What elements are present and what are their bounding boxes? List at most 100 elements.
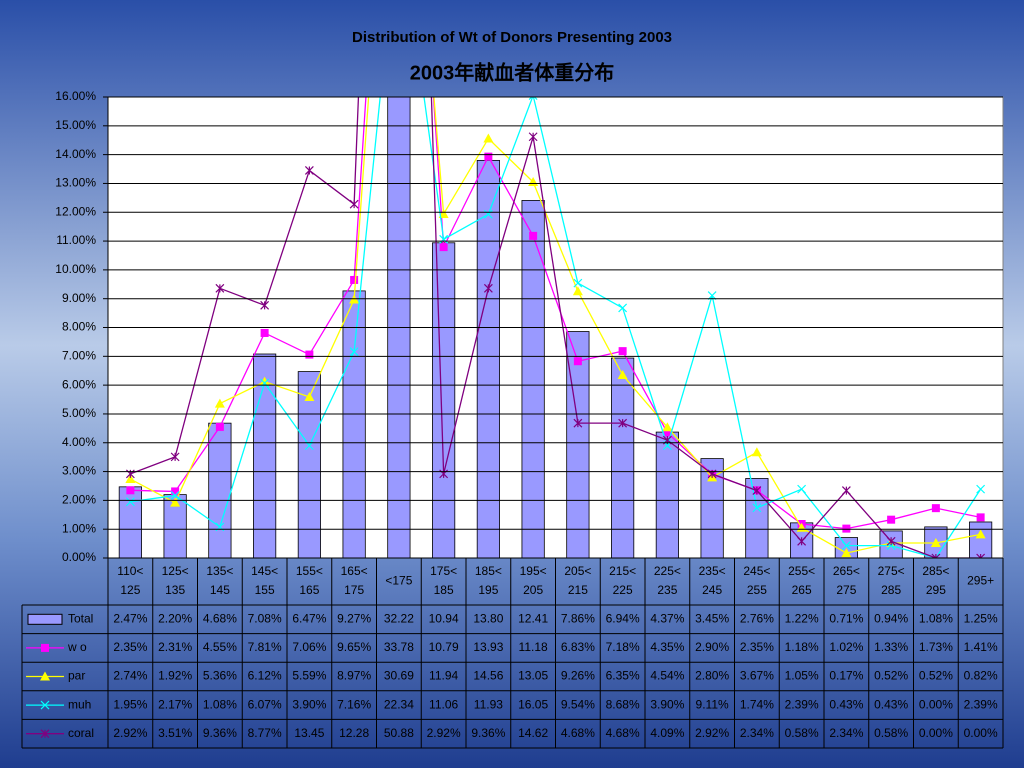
table-cell: 4.68% — [203, 611, 237, 625]
table-cell: 10.94 — [429, 611, 459, 625]
y-tick-label: 14.00% — [55, 147, 96, 161]
chart-title: Distribution of Wt of Donors Presenting … — [352, 29, 672, 46]
table-cell: 0.00% — [964, 726, 998, 740]
marker — [170, 491, 180, 500]
table-cell: 0.58% — [785, 726, 819, 740]
y-tick-label: 16.00% — [55, 89, 96, 103]
table-cell: 8.68% — [606, 697, 640, 711]
table-cell: 10.79 — [429, 640, 459, 654]
x-tick-label: 215 — [568, 583, 588, 597]
table-cell: 7.08% — [248, 611, 282, 625]
table-cell: 2.92% — [113, 726, 147, 740]
x-tick-label: 215< — [609, 564, 636, 578]
table-cell: 50.88 — [384, 726, 414, 740]
bar — [611, 357, 635, 558]
marker — [976, 513, 985, 522]
table-cell: 1.08% — [203, 697, 237, 711]
marker — [215, 422, 224, 431]
x-tick-label: 265 — [792, 583, 812, 597]
x-tick-label: <175 — [385, 574, 412, 588]
marker — [976, 553, 986, 558]
table-cell: 2.39% — [785, 697, 819, 711]
table-cell: 9.11% — [696, 697, 729, 711]
table-cell: 0.52% — [919, 669, 953, 683]
table-cell: 1.18% — [785, 640, 819, 654]
table-cell: 3.90% — [650, 697, 684, 711]
marker — [349, 347, 359, 357]
x-tick-label: 165< — [341, 564, 368, 578]
bar — [476, 159, 500, 558]
table-cell: 0.52% — [874, 669, 908, 683]
marker — [260, 300, 270, 310]
table-cell: 4.37% — [650, 611, 684, 625]
y-tick-label: 13.00% — [55, 176, 96, 190]
table-cell: 6.47% — [292, 611, 326, 625]
x-tick-label: 275< — [878, 564, 905, 578]
table-cell: 1.95% — [113, 697, 147, 711]
marker — [752, 486, 762, 496]
table-cell: 16.05 — [518, 697, 548, 711]
table-cell: 2.90% — [695, 640, 729, 654]
table-cell: 1.22% — [785, 611, 819, 625]
marker — [438, 208, 449, 218]
table-cell: 0.58% — [874, 726, 908, 740]
marker — [751, 447, 762, 457]
line — [130, 97, 981, 554]
table-cell: 6.94% — [606, 611, 640, 625]
table-cell: 1.92% — [158, 669, 192, 683]
table-cell: 3.51% — [158, 726, 192, 740]
x-tick-label: 255 — [747, 583, 767, 597]
marker — [797, 484, 807, 494]
x-tick-label: 225< — [654, 564, 681, 578]
table-cell: 1.25% — [964, 611, 998, 625]
x-tick-label: 110< — [117, 564, 143, 578]
marker — [40, 729, 50, 739]
table-cell: 3.67% — [740, 669, 774, 683]
x-tick-label: 195< — [520, 564, 547, 578]
marker — [483, 209, 493, 219]
table-cell: 5.36% — [203, 669, 237, 683]
y-tick-label: 4.00% — [62, 435, 96, 449]
table-cell: 4.35% — [650, 640, 684, 654]
marker — [305, 350, 314, 359]
x-tick-label: 295 — [926, 583, 946, 597]
bar — [969, 521, 993, 558]
table-cell: 6.35% — [606, 669, 640, 683]
bar — [253, 353, 277, 558]
marker — [930, 538, 941, 548]
bar — [834, 537, 858, 558]
table-cell: 2.35% — [740, 640, 774, 654]
marker — [484, 152, 493, 161]
marker — [170, 452, 180, 462]
marker — [40, 700, 50, 710]
x-tick-label: 285< — [922, 564, 949, 578]
marker — [842, 524, 851, 533]
table-cell: 30.69 — [384, 669, 414, 683]
line — [130, 97, 982, 558]
legend-label: w o — [67, 640, 87, 654]
y-tick-label: 1.00% — [62, 521, 96, 535]
y-tick-label: 8.00% — [62, 320, 96, 334]
bar — [208, 422, 232, 558]
bar — [745, 478, 769, 558]
y-tick-label: 3.00% — [62, 464, 96, 478]
marker — [886, 536, 896, 546]
marker — [439, 243, 448, 252]
chart-subtitle: 2003年献血者体重分布 — [410, 60, 615, 84]
y-tick-label: 6.00% — [62, 377, 96, 391]
x-tick-label: 185< — [475, 564, 502, 578]
marker — [125, 497, 135, 507]
table-cell: 2.76% — [740, 611, 774, 625]
table-cell: 1.08% — [919, 611, 953, 625]
bar — [432, 242, 456, 558]
marker — [797, 536, 807, 546]
table-cell: 32.22 — [384, 611, 414, 625]
table-cell: 33.78 — [384, 640, 414, 654]
table-cell: 9.54% — [561, 697, 595, 711]
x-tick-label: 145< — [251, 564, 278, 578]
marker — [617, 370, 628, 380]
marker — [260, 378, 270, 388]
marker — [350, 275, 359, 284]
table-cell: 8.77% — [248, 726, 282, 740]
y-tick-label: 2.00% — [62, 493, 96, 507]
